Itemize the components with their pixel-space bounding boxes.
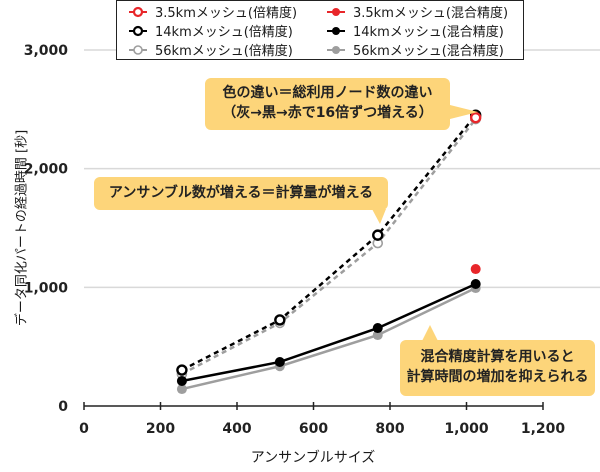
filled-circle-gray-icon [325, 43, 347, 57]
data-point [176, 364, 188, 376]
filled-circle-black-icon [325, 24, 347, 38]
legend-item-56km-double: 56kmメッシュ(倍精度) [127, 40, 325, 59]
y-tick-label: 3,000 [24, 43, 69, 59]
x-tick-label: 1,200 [521, 421, 566, 437]
callout-text: 計算時間の増加を抑えられる [406, 369, 589, 385]
data-point [274, 314, 286, 326]
x-tick-label: 0 [79, 421, 89, 437]
legend-label: 3.5kmメッシュ(混合精度) [353, 6, 509, 21]
callout-pointers [372, 104, 478, 341]
legend-item-3.5km-mixed: 3.5kmメッシュ(混合精度) [325, 2, 523, 21]
y-axis-ticks: 0 1,000 2,000 3,000 [24, 43, 69, 415]
x-tick-label: 400 [222, 421, 251, 437]
data-point [372, 330, 383, 341]
x-tick-label: 800 [375, 421, 404, 437]
callout-ensemble: アンサンブル数が増える＝計算量が増える [94, 177, 388, 210]
y-tick-label: 1,000 [24, 280, 69, 296]
series-4 [176, 279, 481, 386]
x-axis: 0 200 400 600 800 1,000 1,200 [79, 402, 565, 437]
series-1 [176, 109, 482, 376]
legend-label: 14kmメッシュ(倍精度) [155, 25, 293, 40]
series-3 [470, 264, 481, 275]
legend-item-56km-mixed: 56kmメッシュ(混合精度) [325, 40, 523, 59]
data-series [176, 109, 482, 395]
open-circle-red-icon [127, 5, 149, 19]
legend-item-14km-double: 14kmメッシュ(倍精度) [127, 21, 325, 40]
data-point [176, 384, 187, 395]
callout-mixed-precision: 混合精度計算を用いると 計算時間の増加を抑えられる [400, 340, 595, 396]
callout-node-count: 色の違い＝総利用ノード数の違い （灰→黒→赤で16倍ずつ増える） [205, 78, 450, 130]
callout-text: アンサンブル数が増える＝計算量が増える [108, 185, 374, 201]
x-tick-label: 1,000 [444, 421, 489, 437]
legend: 3.5kmメッシュ(倍精度) 3.5kmメッシュ(混合精度) 14kmメッシュ(… [116, 0, 524, 60]
filled-circle-red-icon [325, 5, 347, 19]
callout-text: （灰→黒→赤で16倍ずつ増える） [222, 105, 433, 121]
y-tick-label: 2,000 [24, 162, 69, 178]
open-circle-black-icon [127, 24, 149, 38]
legend-label: 56kmメッシュ(混合精度) [353, 44, 504, 59]
legend-item-3.5km-double: 3.5kmメッシュ(倍精度) [127, 2, 325, 21]
y-axis-label: データ同化パートの経過時間 [秒] [14, 129, 30, 327]
open-circle-gray-icon [127, 43, 149, 57]
callout-text: 色の違い＝総利用ノード数の違い [222, 85, 433, 101]
data-point [469, 111, 482, 124]
callout-text: 混合精度計算を用いると [420, 349, 575, 365]
data-point [372, 229, 384, 241]
data-point [470, 279, 481, 290]
x-tick-label: 200 [146, 421, 175, 437]
data-point [274, 356, 285, 367]
data-point [372, 323, 383, 334]
data-point [470, 264, 481, 275]
legend-item-14km-mixed: 14kmメッシュ(混合精度) [325, 21, 523, 40]
x-tick-label: 600 [299, 421, 328, 437]
legend-label: 3.5kmメッシュ(倍精度) [155, 6, 298, 21]
x-axis-label: アンサンブルサイズ [250, 450, 376, 466]
legend-label: 14kmメッシュ(混合精度) [353, 25, 504, 40]
y-tick-label: 0 [58, 399, 68, 415]
data-point [176, 375, 187, 386]
legend-label: 56kmメッシュ(倍精度) [155, 44, 293, 59]
series-0 [469, 111, 482, 124]
